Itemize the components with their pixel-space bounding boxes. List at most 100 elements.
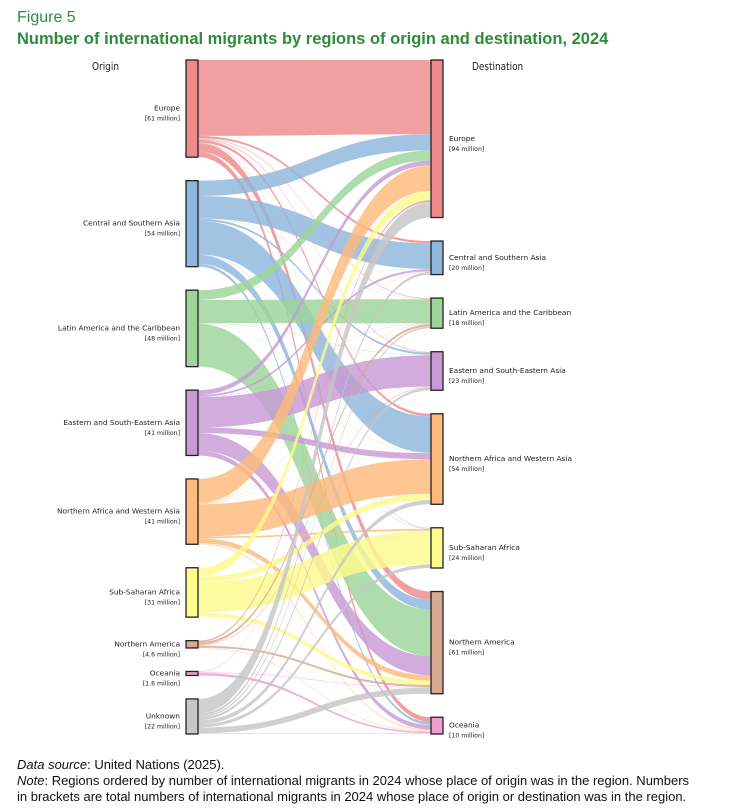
figure-title: Number of international migrants by regi… [17, 30, 609, 48]
destination-node-eastern-and-south-eastern-asia [430, 351, 444, 391]
flow-central-and-southern-asia-to-latin-america-and-the-caribbean [198, 218, 431, 300]
note-line-1: Note: Regions ordered by number of inter… [17, 773, 689, 788]
flow-northern-africa-and-western-asia-to-eastern-and-south-eastern-asia [198, 386, 431, 505]
flow-unknown-to-central-and-southern-asia [198, 271, 431, 717]
flow-unknown-to-europe [198, 202, 431, 714]
figure-number: Figure 5 [17, 9, 76, 26]
flow-eastern-and-south-eastern-asia-to-europe [198, 160, 431, 395]
origin-node-sub-saharan-africa [185, 567, 199, 618]
destination-label-europe: Europe [449, 134, 475, 143]
flow-central-and-southern-asia-to-central-and-southern-asia [198, 195, 431, 269]
flow-latin-america-and-the-caribbean-to-central-and-southern-asia [198, 268, 431, 300]
flow-unknown-to-eastern-and-south-eastern-asia [198, 387, 431, 721]
origin-total-latin-america-and-the-caribbean: [48 million] [145, 335, 180, 342]
destination-total-latin-america-and-the-caribbean: [18 million] [449, 320, 484, 327]
flow-unknown-to-sub-saharan-africa [198, 564, 431, 728]
flow-unknown-to-oceania [198, 733, 431, 734]
origin-total-europe: [61 million] [145, 116, 180, 123]
flow-latin-america-and-the-caribbean-to-latin-america-and-the-caribbean [198, 299, 431, 324]
origin-label-unknown: Unknown [146, 711, 181, 720]
flow-europe-to-europe [198, 60, 431, 136]
flow-eastern-and-south-eastern-asia-to-eastern-and-south-eastern-asia [198, 355, 431, 428]
origin-node-eastern-and-south-eastern-asia [185, 389, 199, 457]
origin-total-sub-saharan-africa: [31 million] [145, 599, 180, 606]
origin-total-northern-africa-and-western-asia: [41 million] [145, 519, 180, 526]
destination-column-header: Destination [472, 61, 524, 73]
flow-sub-saharan-africa-to-oceania [198, 616, 431, 732]
flow-latin-america-and-the-caribbean-to-europe [198, 150, 431, 300]
destination-label-eastern-and-south-eastern-asia: Eastern and South-Eastern Asia [449, 366, 566, 375]
origin-label-eastern-and-south-eastern-asia: Eastern and South-Eastern Asia [63, 418, 180, 427]
origin-label-northern-africa-and-western-asia: Northern Africa and Western Asia [57, 507, 180, 516]
destination-total-sub-saharan-africa: [24 million] [449, 555, 484, 562]
flow-central-and-southern-asia-to-europe [198, 134, 431, 196]
flow-oceania-to-europe [198, 201, 431, 673]
origin-total-oceania: [1.6 million] [143, 680, 180, 687]
flow-oceania-to-oceania [198, 672, 431, 734]
data-source-text: : United Nations (2025). [87, 757, 225, 772]
origin-node-oceania [185, 670, 199, 677]
flow-northern-america-to-eastern-and-south-eastern-asia [198, 386, 431, 646]
flow-sub-saharan-africa-to-northern-america [198, 612, 431, 685]
origin-node-northern-africa-and-western-asia [185, 478, 199, 545]
flow-central-and-southern-asia-to-eastern-and-south-eastern-asia [198, 218, 431, 355]
origin-node-central-and-southern-asia [185, 180, 199, 268]
flow-europe-to-eastern-and-south-eastern-asia [198, 138, 431, 353]
destination-total-central-and-southern-asia: [20 million] [449, 265, 484, 272]
destination-total-northern-america: [61 million] [449, 650, 484, 657]
origin-label-central-and-southern-asia: Central and Southern Asia [83, 219, 180, 228]
destination-total-oceania: [10 million] [449, 733, 484, 740]
flow-northern-africa-and-western-asia-to-latin-america-and-the-caribbean [198, 323, 431, 505]
destination-node-europe [430, 59, 444, 219]
flow-northern-africa-and-western-asia-to-oceania [198, 542, 431, 731]
flow-northern-america-to-latin-america-and-the-caribbean [198, 324, 431, 645]
destination-node-sub-saharan-africa [430, 527, 444, 569]
destination-total-northern-africa-and-western-asia: [54 million] [449, 466, 484, 473]
data-source-label: Data source [17, 757, 88, 772]
flow-oceania-to-northern-america [198, 672, 431, 688]
flow-links [198, 60, 431, 734]
origin-label-sub-saharan-africa: Sub-Saharan Africa [109, 587, 180, 596]
origin-total-eastern-and-south-eastern-asia: [41 million] [145, 430, 180, 437]
flow-northern-america-to-oceania [198, 647, 431, 732]
flow-eastern-and-south-eastern-asia-to-oceania [198, 450, 431, 730]
origin-total-unknown: [22 million] [145, 723, 180, 730]
region-nodes [185, 59, 444, 735]
destination-node-central-and-southern-asia [430, 240, 444, 276]
note-text-1: : Regions ordered by number of internati… [44, 773, 690, 788]
flow-northern-africa-and-western-asia-to-northern-america [198, 538, 431, 681]
destination-node-oceania [430, 716, 444, 735]
flow-eastern-and-south-eastern-asia-to-latin-america-and-the-caribbean [198, 323, 431, 398]
destination-node-northern-africa-and-western-asia [430, 413, 444, 505]
flow-unknown-to-latin-america-and-the-caribbean [198, 326, 431, 718]
flow-europe-to-latin-america-and-the-caribbean [198, 138, 431, 299]
destination-total-europe: [94 million] [449, 146, 484, 153]
flow-europe-to-central-and-southern-asia [198, 135, 431, 244]
origin-label-oceania: Oceania [150, 668, 180, 677]
destination-label-northern-america: Northern America [449, 638, 515, 647]
note-line-2: in brackets are total numbers of interna… [17, 789, 687, 804]
destination-label-sub-saharan-africa: Sub-Saharan Africa [449, 543, 520, 552]
origin-total-northern-america: [4.6 million] [143, 651, 180, 658]
flow-central-and-southern-asia-to-northern-america [198, 254, 431, 610]
origin-node-northern-america [185, 639, 199, 649]
flow-eastern-and-south-eastern-asia-to-northern-africa-and-western-asia [198, 427, 431, 460]
flow-europe-to-northern-america [198, 143, 431, 600]
origin-label-europe: Europe [154, 104, 180, 113]
flow-northern-africa-and-western-asia-to-northern-africa-and-western-asia [198, 459, 431, 537]
destination-label-oceania: Oceania [449, 721, 479, 730]
note-label: Note [17, 773, 45, 788]
data-source: Data source: United Nations (2025). [17, 757, 224, 772]
sankey-diagram: Europe [61 million] Central and Southern A… [57, 59, 572, 740]
origin-total-central-and-southern-asia: [54 million] [145, 231, 180, 238]
destination-node-northern-america [430, 590, 444, 695]
flow-northern-africa-and-western-asia-to-europe [198, 165, 431, 504]
destination-label-central-and-southern-asia: Central and Southern Asia [449, 253, 546, 262]
destination-total-eastern-and-south-eastern-asia: [23 million] [449, 378, 484, 385]
destination-label-northern-africa-and-western-asia: Northern Africa and Western Asia [449, 454, 572, 463]
flow-northern-america-to-europe [198, 200, 431, 643]
origin-node-europe [185, 59, 199, 158]
flow-sub-saharan-africa-to-europe [198, 190, 431, 577]
flow-unknown-to-northern-africa-and-western-asia [198, 499, 431, 725]
flow-sub-saharan-africa-to-sub-saharan-africa [198, 530, 431, 613]
